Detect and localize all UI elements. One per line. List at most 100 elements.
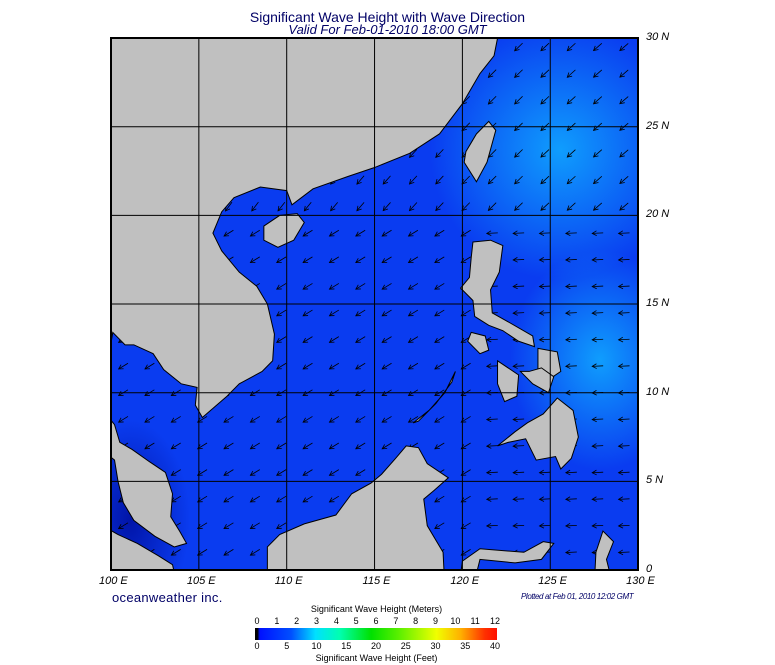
wave-arrow: [434, 362, 445, 370]
lat-label: 10 N: [646, 385, 670, 398]
map-title: Significant Wave Height with Wave Direct…: [249, 9, 526, 25]
wave-arrow: [382, 175, 391, 185]
wave-arrow: [381, 416, 392, 423]
wave-arrow: [512, 443, 525, 449]
colorbar-tick: 40: [489, 641, 501, 651]
colorbar-tick: 4: [333, 616, 339, 626]
wave-arrow: [407, 336, 419, 343]
wave-arrow: [328, 362, 340, 370]
wave-arrow: [566, 149, 576, 158]
wave-arrow: [592, 149, 603, 158]
colorbar-title-feet: Significant Wave Height (Feet): [315, 653, 438, 663]
wave-arrow: [591, 416, 604, 423]
wave-arrow: [328, 442, 340, 450]
wave-arrow: [485, 230, 498, 236]
wave-arrow: [538, 336, 551, 343]
colorbar-tick: 3: [313, 616, 320, 626]
wave-arrow: [223, 416, 234, 423]
wave-arrow: [276, 362, 287, 370]
wave-arrow: [277, 201, 286, 212]
wave-arrow: [407, 283, 419, 290]
wave-arrow: [591, 443, 604, 449]
wave-arrow: [540, 175, 550, 185]
wave-arrow: [407, 362, 419, 370]
colorbar: [255, 628, 497, 640]
wave-arrow: [355, 416, 366, 423]
wave-arrow: [592, 176, 603, 185]
wave-arrow: [514, 42, 523, 52]
wave-arrow: [617, 283, 630, 290]
wave-arrow: [328, 309, 340, 317]
wave-arrow: [591, 257, 604, 263]
wave-arrow: [512, 363, 525, 369]
wave-arrow: [302, 309, 313, 317]
wave-arrow: [592, 96, 603, 105]
wave-arrow: [302, 495, 313, 503]
wave-arrow: [408, 175, 418, 185]
lat-label: 5 N: [646, 474, 664, 487]
wave-arrow: [538, 496, 551, 502]
wave-arrow: [355, 256, 366, 264]
wave-arrow: [514, 175, 523, 185]
wave-arrow: [434, 522, 445, 529]
colorbar-tick: 10: [450, 616, 461, 626]
wave-arrow: [223, 522, 234, 529]
wave-arrow: [565, 257, 577, 263]
lat-label: 25 N: [646, 119, 670, 132]
wave-arrow: [356, 202, 365, 212]
wave-arrow: [117, 522, 129, 529]
wave-arrow: [117, 362, 129, 370]
wave-arrow: [485, 522, 498, 529]
wave-arrow: [565, 522, 577, 529]
wave-arrow: [407, 256, 419, 264]
wave-arrow: [302, 256, 313, 264]
wave-arrow: [355, 229, 366, 237]
wave-arrow: [514, 149, 523, 158]
wave-arrow: [276, 522, 287, 529]
wave-arrow: [512, 257, 525, 263]
wave-arrow: [617, 416, 630, 423]
wave-arrow: [117, 416, 129, 423]
colorbar-tick: 7: [393, 616, 399, 626]
wave-arrow: [591, 230, 604, 236]
wave-arrow: [435, 202, 444, 212]
wave-arrow: [619, 149, 629, 158]
wave-arrow: [356, 175, 365, 185]
wave-arrow: [249, 549, 260, 556]
wave-arrow: [330, 202, 338, 212]
wave-arrow: [381, 256, 392, 264]
wave-arrow: [617, 336, 630, 343]
wave-arrow: [434, 336, 445, 343]
wave-arrow: [302, 336, 313, 343]
wave-arrow: [592, 202, 603, 211]
wave-arrow: [302, 229, 313, 237]
colorbar-tick: 25: [400, 641, 411, 651]
colorbar-tick: 30: [430, 641, 441, 651]
wave-arrow: [565, 496, 577, 502]
wave-arrow: [512, 496, 525, 502]
wave-arrow: [381, 442, 392, 450]
wave-arrow: [565, 363, 577, 369]
wave-arrow: [512, 310, 525, 316]
land-masses: [111, 38, 615, 570]
wave-arrow: [328, 469, 340, 476]
lon-label: 100 E: [99, 575, 128, 587]
wave-arrow: [617, 522, 630, 529]
wave-arrow: [591, 336, 604, 343]
wave-arrow: [276, 416, 287, 423]
wave-arrow: [407, 416, 419, 423]
colorbar-tick: 5: [284, 641, 290, 651]
map-frame: [110, 37, 639, 571]
wave-arrow: [619, 43, 629, 52]
land-mindoro: [467, 331, 490, 355]
lon-label: 105 E: [186, 575, 216, 587]
wave-arrow: [434, 309, 445, 317]
wave-arrow: [303, 202, 312, 212]
wave-arrow: [434, 416, 445, 423]
wave-arrow: [487, 202, 497, 212]
wave-arrow: [276, 336, 287, 343]
land-halmahera: [594, 530, 615, 570]
wave-arrow: [144, 416, 155, 423]
wave-arrow: [382, 202, 391, 212]
